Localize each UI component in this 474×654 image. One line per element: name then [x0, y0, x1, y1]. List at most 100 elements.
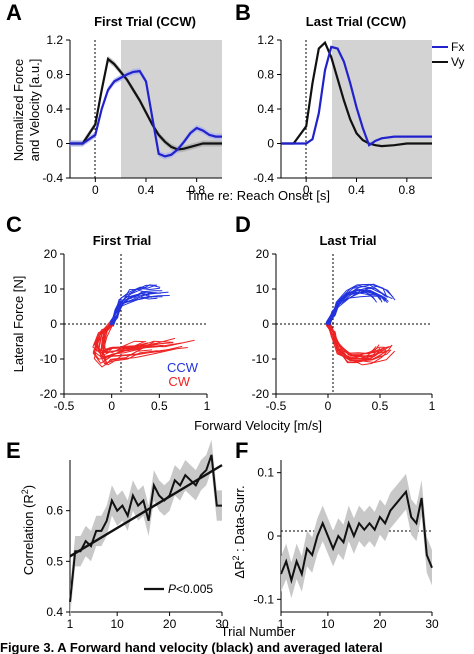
panel-b-fx-line [281, 45, 432, 147]
panel-d-ytick-label: -20 [252, 387, 270, 401]
panel-f-ylabel: ΔR2 : Data-Surr. [231, 485, 247, 578]
panel-c-xtick-label: 0.5 [151, 399, 168, 413]
panel-c-ccw-trajectory [113, 292, 161, 326]
panel-d-ytick-label: 10 [256, 282, 270, 296]
panel-b-ytick-label: 0 [267, 137, 274, 151]
panel-b-xtick-label: 0.8 [398, 183, 415, 197]
panel-letter-c: C [6, 212, 22, 237]
panel-c-ccw-trajectory [111, 284, 158, 322]
panel-b-xtick-label: 0.4 [348, 183, 365, 197]
panel-letter-d: D [235, 212, 251, 237]
panel-d-title: Last Trial [319, 233, 376, 248]
panel-c-ccw-trajectory [112, 287, 160, 327]
panel-c-title: First Trial [93, 233, 152, 248]
panel-a-xtick-label: 0.8 [188, 183, 205, 197]
caption-fragment: Figure 3. A Forward hand velocity (black… [0, 640, 383, 654]
panel-a-ytick-label: 0.8 [46, 68, 63, 82]
panel-d-ytick-label: -10 [252, 352, 270, 366]
panel-e: E 1 10 20 30 0.4 0.5 0.6 P<0.005 Correlation (… [6, 438, 229, 631]
velocity-xlabel: Forward Velocity [m/s] [194, 418, 322, 433]
panel-c-ytick-label: 0 [50, 317, 57, 331]
panel-a-vy-line [70, 56, 222, 151]
panel-c-ytick-label: 10 [44, 282, 58, 296]
panel-f-ytick-label: 0 [267, 529, 274, 543]
panel-b-ytick-label: 1.2 [257, 33, 274, 47]
panel-f: F 1 10 20 30 -0.1 0 0.1 ΔR2 : Data-Surr. [231, 438, 439, 631]
panel-a-ylabel-line1: Normalized Force [11, 59, 26, 162]
legend-ccw-label: CCW [167, 360, 199, 375]
panel-c-cw-trajectory [104, 324, 146, 354]
panel-d-xtick-label: -0.5 [266, 399, 287, 413]
panel-d-xtick-label: 0 [325, 399, 332, 413]
panel-e-ylabel: Correlation (R2) [20, 485, 36, 575]
panel-a-ytick-label: 0 [56, 137, 63, 151]
panel-a-title: First Trial (CCW) [94, 14, 196, 29]
panel-e-fit-line [69, 464, 223, 558]
panel-d-cw-trajectory [328, 325, 380, 358]
panel-f-xtick-label: 20 [373, 617, 387, 631]
panel-e-errorband [70, 439, 222, 618]
panel-letter-a: A [6, 0, 22, 25]
panel-b-xtick-label: 0 [303, 183, 310, 197]
panel-c-ccw-trajectory [109, 284, 156, 326]
panel-b: B Last Trial (CCW) 0 0.4 0.8 -0.4 0 0.4 0.8 1.2… [235, 0, 465, 197]
panel-a-ytick-label: -0.4 [42, 171, 63, 185]
panel-b-ytick-label: 0.4 [257, 102, 274, 116]
panel-a-ytick-label: 0.4 [46, 102, 63, 116]
trial-xlabel: Trial Number [221, 624, 296, 639]
panel-d-ytick-label: 20 [256, 247, 270, 261]
panel-e-ytick-label: 0.6 [46, 504, 63, 518]
panel-c-ytick-label: 20 [44, 247, 58, 261]
panel-f-xtick-label: 10 [321, 617, 335, 631]
panel-e-ytick-label: 0.5 [46, 554, 63, 568]
panel-a-ytick-label: 1.2 [46, 33, 63, 47]
panel-b-ytick-label: 0.8 [257, 68, 274, 82]
panel-b-ytick-label: -0.4 [253, 171, 274, 185]
panel-c-ccw-trajectory [112, 296, 163, 322]
panel-c-xtick-label: -0.5 [54, 399, 75, 413]
panel-f-ytick-label: -0.1 [253, 592, 274, 606]
panel-a: A First Trial (CCW) 0 0.4 0.8 -0.4 0 0.4 0.8 1.… [6, 0, 222, 197]
panel-f-ytick-label: 0.1 [257, 466, 274, 480]
panel-d-ytick-label: 0 [262, 317, 269, 331]
panel-e-xtick-label: 20 [163, 617, 177, 631]
panel-a-ylabel-line2: and Velocity [a.u.] [27, 59, 42, 162]
legend-fx-label: Fx [451, 40, 464, 54]
panel-letter-f: F [235, 438, 248, 463]
panel-e-ytick-label: 0.4 [46, 605, 63, 619]
panel-d-xtick-label: 0.5 [372, 399, 389, 413]
panel-c-ytick-label: -20 [40, 387, 58, 401]
panel-b-vy-line [281, 40, 432, 148]
panel-c-xtick-label: 0 [108, 399, 115, 413]
panel-f-errorband [281, 473, 432, 599]
panel-e-xtick-label: 30 [215, 617, 229, 631]
panel-f-xtick-label: 30 [425, 617, 439, 631]
panel-b-shaded-region [332, 40, 432, 178]
panel-f-xtick-label: 1 [278, 617, 285, 631]
legend-vy-label: Vy [451, 55, 465, 69]
panel-d-xtick-label: 1 [429, 399, 436, 413]
panel-e-legend-label: P<0.005 [168, 582, 213, 596]
time-xlabel: Time re: Reach Onset [s] [186, 188, 330, 203]
panel-b-title: Last Trial (CCW) [306, 14, 406, 29]
panel-a-xtick-label: 0.4 [138, 183, 155, 197]
panel-c: C First Trial -0.5 0 0.5 1 -20 -10 0 10 20 CCW C… [6, 212, 211, 413]
panel-a-fx-line [70, 69, 222, 158]
panel-d: D Last Trial -0.5 0 0.5 1 -20 -10 0 10 20 [235, 212, 436, 413]
panel-c-xtick-label: 1 [204, 399, 211, 413]
panel-letter-b: B [235, 0, 251, 25]
legend-cw-label: CW [168, 374, 190, 389]
panel-letter-e: E [6, 438, 21, 463]
panel-e-xtick-label: 10 [110, 617, 124, 631]
panel-e-xtick-label: 1 [67, 617, 74, 631]
panel-c-cw-trajectory [97, 321, 161, 359]
panel-f-difference-line [280, 489, 433, 585]
panel-c-ytick-label: -10 [40, 352, 58, 366]
panel-c-ccw-trajectory [109, 284, 161, 322]
panel-d-ccw-trajectory [326, 290, 389, 325]
panel-d-cw-trajectory [326, 323, 392, 362]
panel-c-cw-trajectory [101, 323, 142, 366]
panel-a-xtick-label: 0 [92, 183, 99, 197]
panel-d-ccw-trajectory [328, 291, 378, 323]
